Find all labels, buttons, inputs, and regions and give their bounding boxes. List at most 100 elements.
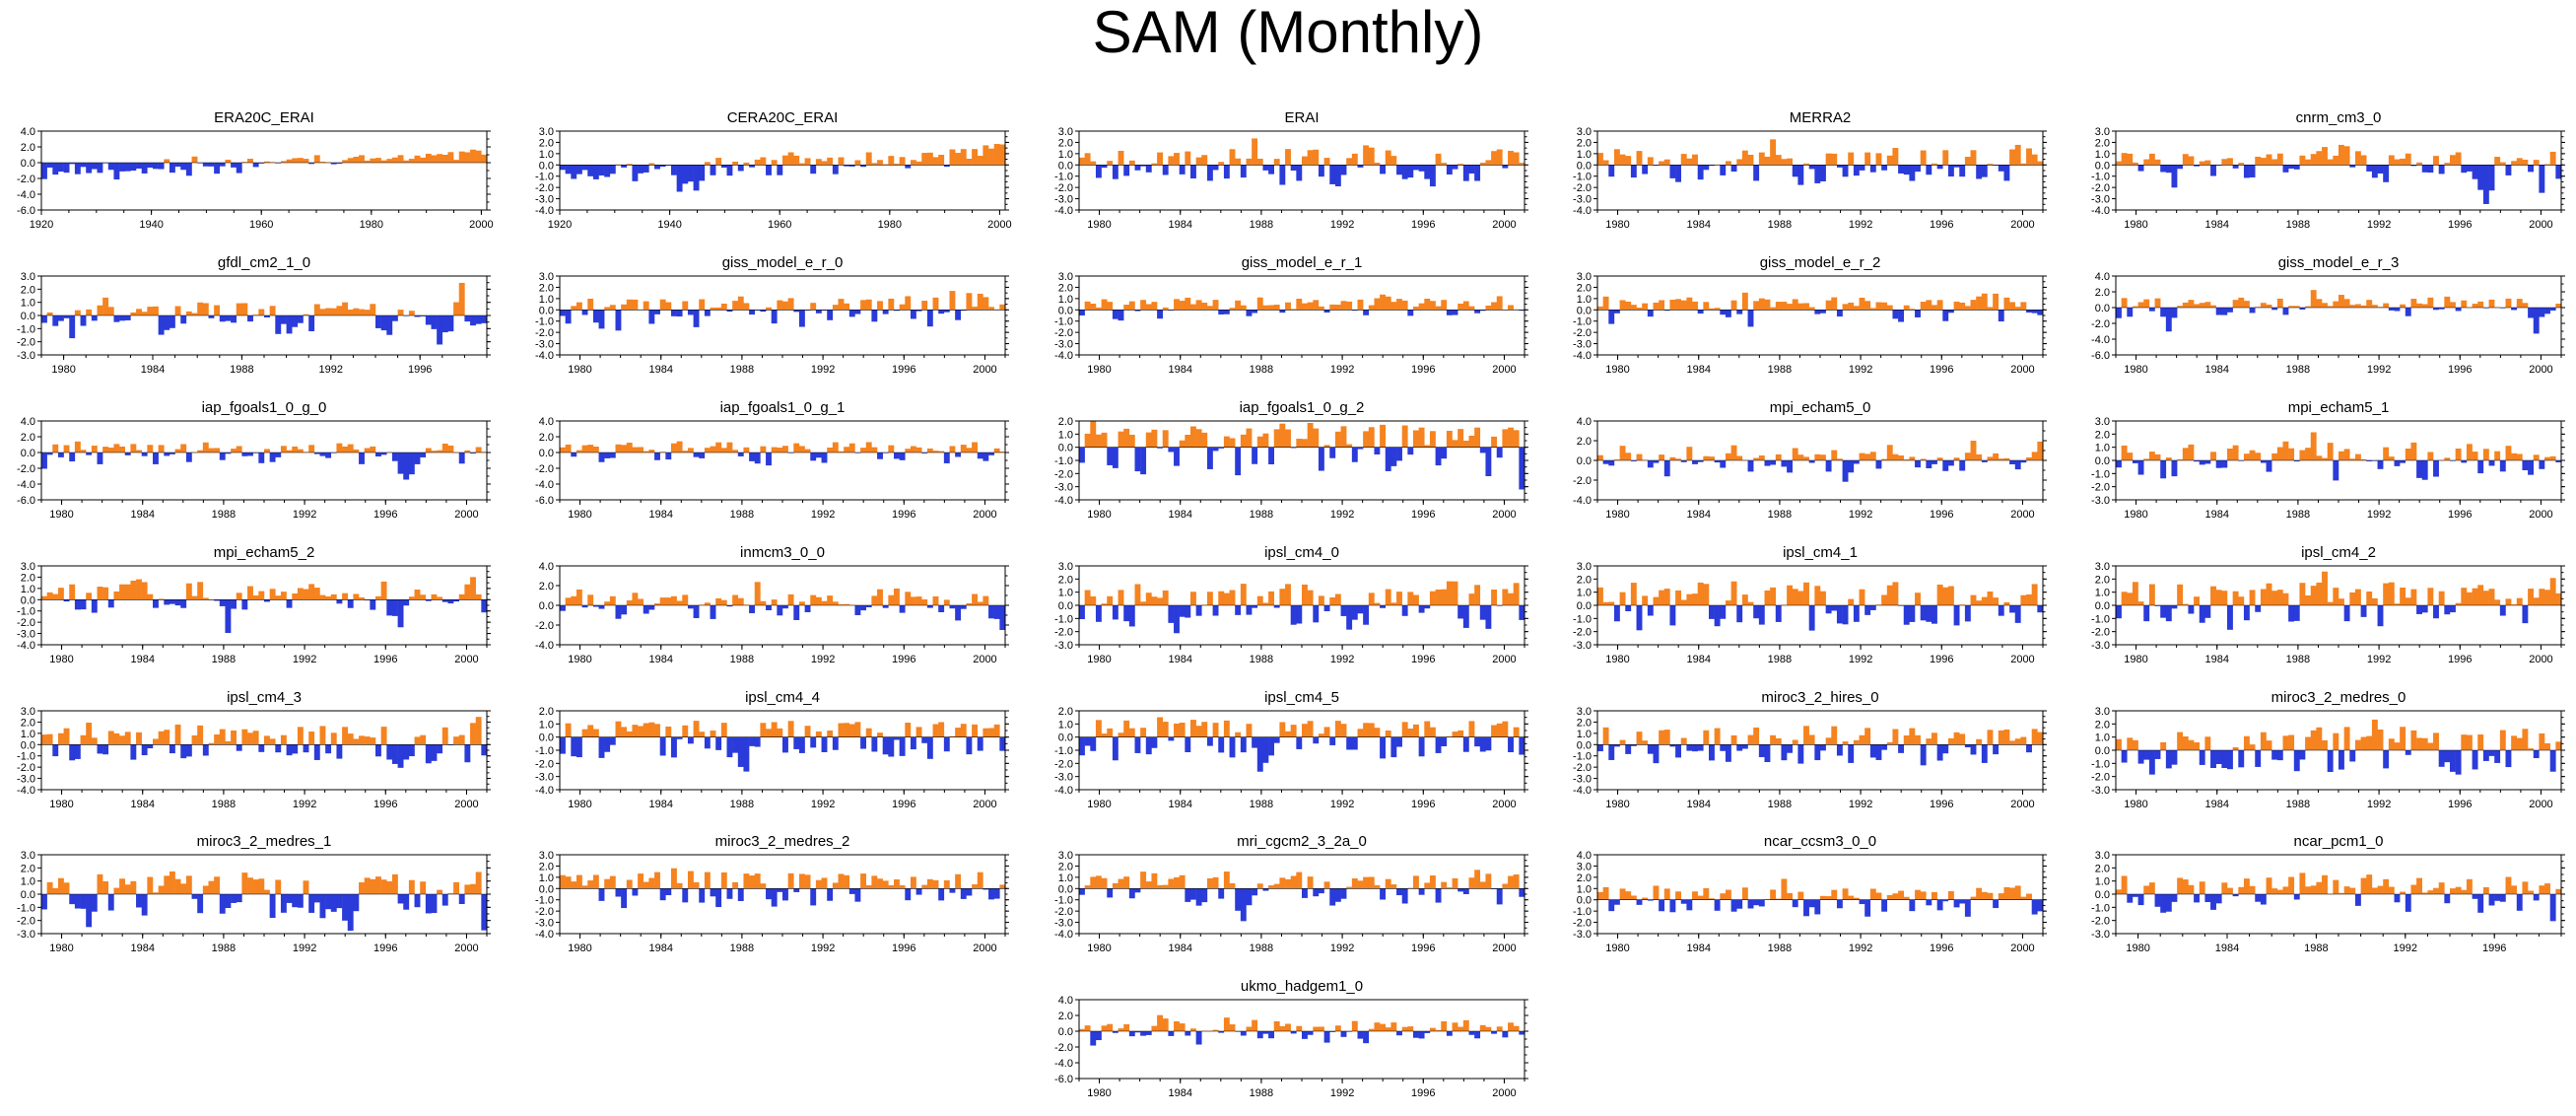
positive-bar xyxy=(1714,728,1721,745)
negative-bar xyxy=(1787,744,1793,753)
plot-frame xyxy=(1078,999,1525,1080)
positive-bar xyxy=(743,162,750,166)
positive-bar xyxy=(1775,737,1782,745)
positive-bar xyxy=(793,443,800,453)
y-tick-label: 1.0 xyxy=(1577,294,1592,306)
positive-bar xyxy=(621,304,628,311)
positive-bar xyxy=(860,300,866,311)
positive-bar xyxy=(158,445,165,453)
positive-bar xyxy=(1485,305,1492,311)
negative-bar xyxy=(699,453,706,458)
y-tick-label: -1.0 xyxy=(1054,455,1073,467)
positive-bar xyxy=(1151,163,1158,166)
positive-bar xyxy=(1903,459,1910,460)
panel-title: miroc3_2_medres_0 xyxy=(2271,689,2407,706)
positive-bar xyxy=(815,879,822,889)
positive-bar xyxy=(1642,595,1649,605)
y-tick-label: 4.0 xyxy=(1058,995,1073,1007)
negative-bar xyxy=(325,894,332,910)
positive-bar xyxy=(2127,593,2134,605)
positive-bar xyxy=(1441,163,1448,166)
negative-bar xyxy=(2204,605,2211,618)
negative-bar xyxy=(1240,1031,1247,1036)
positive-bar xyxy=(877,732,883,737)
negative-bar xyxy=(1686,744,1693,751)
positive-bar xyxy=(960,149,967,166)
negative-bar xyxy=(1709,744,1715,761)
plot-frame xyxy=(1596,275,2044,356)
positive-bar xyxy=(2394,742,2401,750)
positive-bar xyxy=(74,310,81,315)
y-tick-label: 3.0 xyxy=(1577,126,1592,138)
positive-bar xyxy=(2260,158,2267,166)
positive-bar xyxy=(1168,878,1175,889)
positive-bar xyxy=(403,160,410,163)
negative-bar xyxy=(158,163,165,170)
negative-bar xyxy=(793,605,800,620)
positive-bar xyxy=(1413,594,1419,605)
positive-bar xyxy=(153,738,159,745)
negative-bar xyxy=(777,888,783,892)
positive-bar xyxy=(1709,898,1715,900)
y-tick-label: 2.0 xyxy=(1058,137,1073,149)
negative-bar xyxy=(174,599,181,606)
negative-bar xyxy=(810,453,817,461)
positive-bar xyxy=(2555,741,2562,750)
positive-bar xyxy=(174,449,181,453)
positive-bar xyxy=(342,593,348,600)
positive-bar xyxy=(638,598,644,605)
positive-bar xyxy=(2177,458,2184,460)
positive-bar xyxy=(1936,457,1943,460)
positive-bar xyxy=(1496,149,1503,166)
x-tick-label: 1940 xyxy=(139,219,163,231)
negative-bar xyxy=(1296,736,1303,749)
plot-frame xyxy=(2115,275,2562,356)
negative-bar xyxy=(1993,744,2000,755)
positive-bar xyxy=(1340,301,1347,311)
positive-bar xyxy=(687,448,694,453)
negative-bar xyxy=(1240,888,1247,922)
positive-bar xyxy=(955,728,962,737)
positive-bar xyxy=(353,593,360,600)
negative-bar xyxy=(1898,310,1904,322)
positive-bar xyxy=(1223,593,1230,605)
negative-bar xyxy=(682,165,689,184)
positive-bar xyxy=(86,309,93,315)
positive-bar xyxy=(375,595,381,600)
panel-title: ipsl_cm4_4 xyxy=(745,689,820,706)
negative-bar xyxy=(375,744,381,757)
positive-bar xyxy=(2160,741,2167,750)
negative-bar xyxy=(185,744,192,757)
positive-bar xyxy=(437,889,443,894)
positive-bar xyxy=(74,441,81,453)
positive-bar xyxy=(798,446,805,453)
x-tick-label: 2000 xyxy=(2010,509,2034,521)
y-tick-label: -1.0 xyxy=(1573,613,1592,625)
positive-bar xyxy=(1273,159,1280,166)
positive-bar xyxy=(2127,737,2134,750)
positive-bar xyxy=(760,157,767,166)
y-tick-label: 4.0 xyxy=(21,416,35,428)
x-tick-label: 1992 xyxy=(2367,219,2391,231)
positive-bar xyxy=(124,884,131,894)
negative-bar xyxy=(258,453,265,463)
positive-bar xyxy=(1441,1021,1448,1031)
positive-bar xyxy=(1151,1025,1158,1031)
x-tick-label: 1980 xyxy=(568,942,591,954)
positive-bar xyxy=(475,872,482,894)
negative-bar xyxy=(2400,460,2407,463)
y-tick-label: 0.0 xyxy=(21,739,35,751)
positive-bar xyxy=(1970,441,1977,460)
positive-bar xyxy=(2333,155,2339,166)
negative-bar xyxy=(2383,750,2390,769)
x-tick-label: 1992 xyxy=(2367,509,2391,521)
positive-bar xyxy=(2322,740,2328,750)
negative-bar xyxy=(2282,165,2289,173)
positive-bar xyxy=(319,594,326,600)
negative-bar xyxy=(1307,1031,1314,1035)
negative-bar xyxy=(2171,605,2178,609)
positive-bar xyxy=(241,872,248,894)
negative-bar xyxy=(1329,736,1336,745)
negative-bar xyxy=(993,888,1000,899)
positive-bar xyxy=(280,592,287,600)
